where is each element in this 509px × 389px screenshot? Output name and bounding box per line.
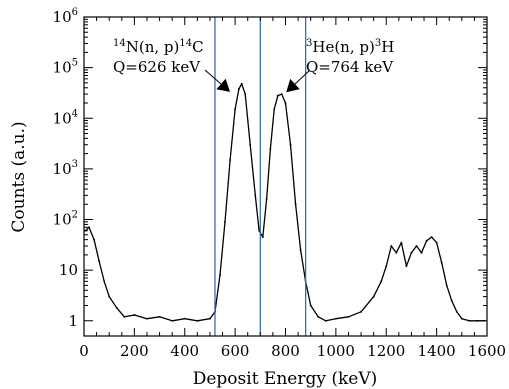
data-point bbox=[390, 245, 393, 247]
data-point bbox=[229, 159, 231, 161]
data-point bbox=[294, 203, 297, 206]
y-tick-label: 10 bbox=[59, 261, 78, 279]
data-point bbox=[133, 314, 136, 316]
y-tick-labels: 1 10 102 103 104 105 106 bbox=[53, 7, 78, 330]
data-point bbox=[240, 83, 243, 85]
y-tick-label: 105 bbox=[53, 58, 78, 77]
annotation-reaction: 3He(n, p)3H bbox=[306, 38, 394, 56]
x-tick-label: 1400 bbox=[418, 342, 456, 360]
data-point bbox=[183, 317, 186, 320]
y-tick-label: 104 bbox=[53, 108, 78, 127]
x-tick-label: 0 bbox=[79, 342, 89, 360]
data-point bbox=[146, 317, 148, 320]
data-point bbox=[284, 102, 287, 104]
data-point bbox=[249, 143, 251, 146]
data-point bbox=[450, 299, 453, 302]
data-point bbox=[380, 280, 382, 283]
x-tick-label: 800 bbox=[271, 342, 300, 360]
data-point bbox=[430, 236, 433, 238]
data-point bbox=[280, 93, 283, 95]
x-tick-label: 1200 bbox=[367, 342, 405, 360]
data-point bbox=[158, 316, 161, 318]
data-point bbox=[405, 265, 408, 267]
data-point bbox=[400, 241, 403, 244]
data-point bbox=[435, 241, 438, 244]
y-tick-label: 103 bbox=[53, 159, 78, 178]
vertical-lines bbox=[214, 17, 307, 336]
data-point bbox=[224, 221, 226, 223]
axis-ticks bbox=[83, 16, 488, 336]
data-point bbox=[440, 261, 443, 264]
annotation-reaction: 14N(n, p)14C bbox=[113, 38, 204, 56]
data-point bbox=[219, 274, 221, 276]
data-point bbox=[244, 93, 246, 95]
data-point bbox=[420, 252, 423, 254]
annotation-arrow-line bbox=[294, 69, 311, 85]
y-axis-title: Counts (a.u.) bbox=[9, 121, 29, 232]
data-point bbox=[93, 238, 95, 241]
data-point bbox=[309, 304, 312, 307]
data-point bbox=[103, 280, 105, 283]
data-point bbox=[385, 265, 387, 267]
data-point bbox=[325, 320, 327, 322]
x-tick-label: 1600 bbox=[468, 342, 506, 360]
data-point bbox=[234, 108, 236, 111]
data-point bbox=[372, 295, 375, 298]
y-tick-label: 102 bbox=[53, 210, 78, 229]
data-point bbox=[468, 320, 471, 322]
data-point bbox=[265, 198, 268, 201]
data-point bbox=[456, 311, 458, 313]
y-tick-label: 106 bbox=[53, 7, 78, 26]
data-point bbox=[461, 317, 463, 320]
x-tick-label: 400 bbox=[170, 342, 199, 360]
data-point bbox=[476, 320, 478, 322]
series-line-0 bbox=[84, 83, 485, 322]
annotation-q-value: Q=626 keV bbox=[113, 58, 201, 76]
data-point bbox=[123, 316, 126, 318]
x-tick-label: 1000 bbox=[317, 342, 355, 360]
data-point bbox=[258, 229, 260, 232]
x-tick-label: 600 bbox=[221, 342, 250, 360]
data-point bbox=[209, 317, 211, 320]
data-point bbox=[415, 245, 418, 247]
data-point bbox=[410, 252, 413, 254]
data-point bbox=[277, 94, 279, 97]
annotations: 14N(n, p)14C Q=626 keV 3He(n, p)3H Q=764 ke… bbox=[113, 38, 394, 93]
x-tick-label: 200 bbox=[120, 342, 149, 360]
data-point bbox=[317, 316, 319, 318]
annotation-q-value: Q=764 keV bbox=[306, 58, 394, 76]
data-point bbox=[395, 252, 398, 254]
data-point bbox=[115, 307, 118, 309]
annotation-arrowhead bbox=[216, 78, 231, 92]
data-point bbox=[425, 240, 428, 242]
x-tick-labels: 0 200 400 600 800 1000 1200 1400 1600 bbox=[79, 342, 506, 360]
annotation-arrowhead bbox=[286, 78, 300, 93]
data-point bbox=[238, 88, 240, 90]
y-tick-label: 1 bbox=[68, 312, 78, 330]
data-point bbox=[299, 249, 302, 251]
data-point bbox=[196, 320, 199, 322]
data-point bbox=[254, 194, 257, 197]
data-point bbox=[347, 316, 350, 318]
x-axis-title: Deposit Energy (keV) bbox=[193, 369, 378, 389]
data-point bbox=[108, 295, 110, 298]
data-point bbox=[98, 260, 100, 262]
data-point bbox=[269, 147, 272, 150]
data-point bbox=[289, 143, 292, 146]
data-point bbox=[262, 236, 264, 238]
data-point bbox=[273, 108, 275, 111]
data-point bbox=[335, 317, 337, 320]
data-point bbox=[445, 284, 448, 287]
data-point bbox=[88, 226, 90, 229]
annotation-arrow-line bbox=[204, 69, 222, 85]
data-point bbox=[171, 320, 173, 322]
data-point bbox=[360, 311, 362, 313]
data-layer bbox=[84, 83, 486, 322]
